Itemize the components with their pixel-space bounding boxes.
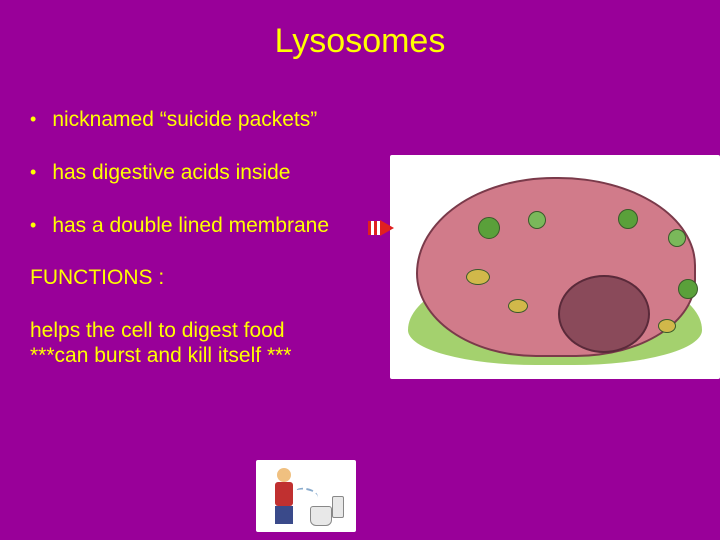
- body-text: helps the cell to digest food: [30, 319, 370, 344]
- slide-content: • nicknamed “suicide packets” • has dige…: [30, 108, 370, 369]
- cell-body-shape: [416, 177, 696, 357]
- bullet-item: • nicknamed “suicide packets”: [30, 108, 370, 133]
- bullet-dot-icon: •: [30, 214, 36, 239]
- organelle-shape: [678, 279, 698, 299]
- organelle-shape: [508, 299, 528, 313]
- toilet-tank-shape: [332, 496, 344, 518]
- organelle-shape: [668, 229, 686, 247]
- arrow-head-shape: [380, 220, 394, 236]
- pointer-arrow-icon: [368, 220, 396, 236]
- organelle-shape: [618, 209, 638, 229]
- slide: Lysosomes • nicknamed “suicide packets” …: [0, 0, 720, 540]
- organelle-shape: [528, 211, 546, 229]
- bullet-dot-icon: •: [30, 108, 36, 133]
- bullet-item: • has a double lined membrane: [30, 214, 370, 239]
- organelle-shape: [658, 319, 676, 333]
- toilet-bowl-shape: [310, 506, 332, 526]
- bullet-item: • has digestive acids inside: [30, 161, 370, 186]
- cell-nucleus-shape: [558, 275, 650, 353]
- body-text: ***can burst and kill itself ***: [30, 344, 370, 369]
- person-legs-shape: [275, 506, 293, 524]
- slide-title: Lysosomes: [0, 0, 720, 61]
- organelle-shape: [466, 269, 490, 285]
- person-body-shape: [275, 482, 293, 506]
- bullet-text: has digestive acids inside: [52, 161, 370, 186]
- bullet-dot-icon: •: [30, 161, 36, 186]
- cartoon-image: [256, 460, 356, 532]
- organelle-shape: [478, 217, 500, 239]
- bullet-text: nicknamed “suicide packets”: [52, 108, 370, 133]
- person-head-shape: [277, 468, 291, 482]
- cell-diagram-image: [390, 155, 720, 379]
- bullet-text: has a double lined membrane: [52, 214, 370, 239]
- toilet-shape: [308, 494, 344, 526]
- section-heading: FUNCTIONS :: [30, 266, 370, 291]
